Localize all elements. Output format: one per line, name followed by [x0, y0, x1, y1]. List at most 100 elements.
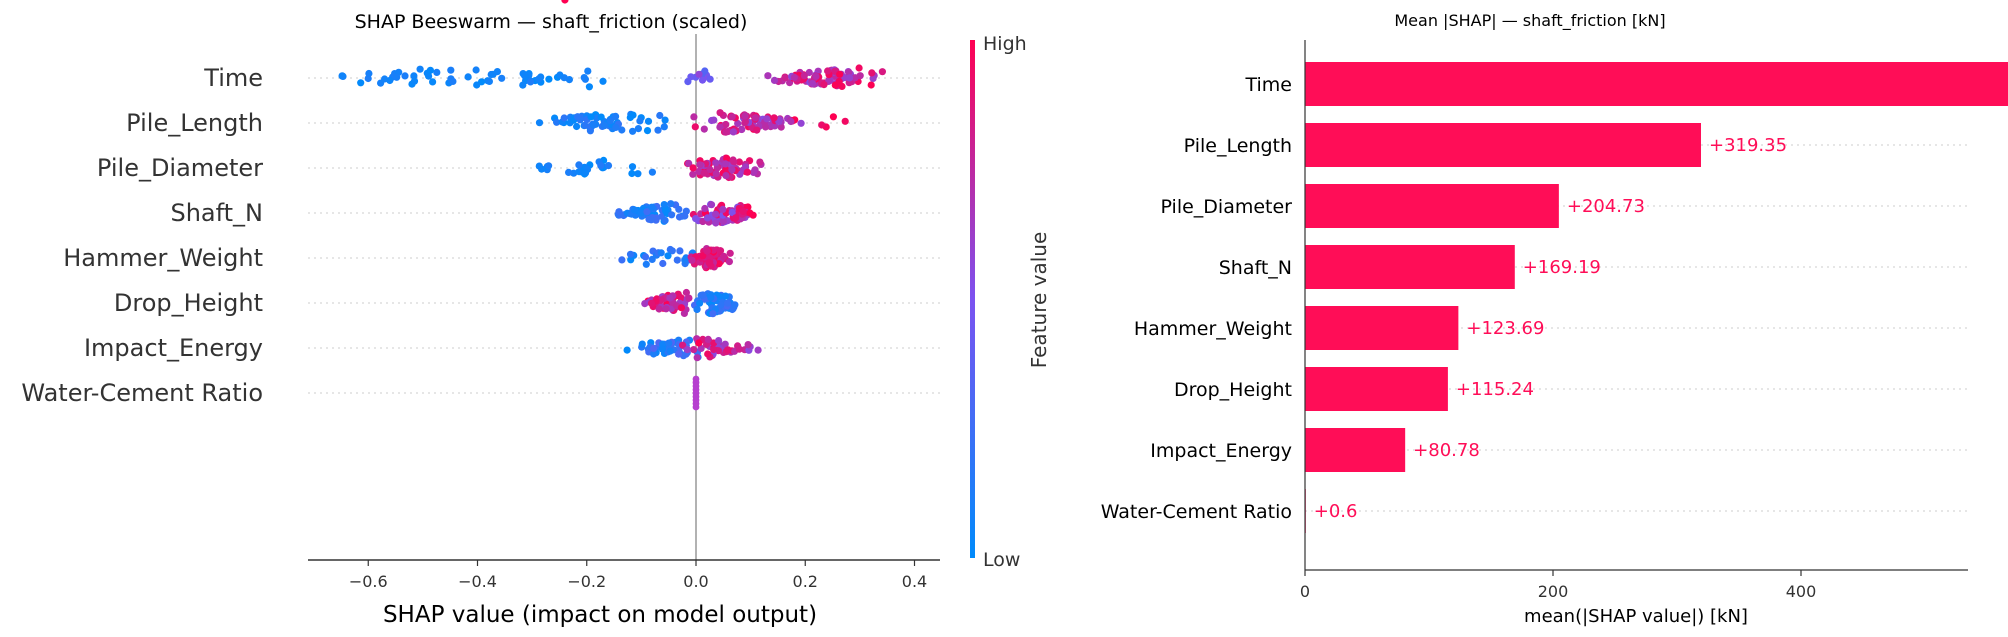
- beeswarm-dot: [855, 64, 863, 72]
- bar-drop-height: [1305, 367, 1448, 411]
- beeswarm-x-ticks: −0.6 −0.4 −0.2 0.0 0.2 0.4: [349, 560, 927, 591]
- beeswarm-dot: [761, 123, 770, 131]
- beeswarm-dot: [689, 170, 697, 178]
- beeswarm-dot: [561, 0, 569, 4]
- beeswarm-dot: [641, 253, 650, 261]
- beeswarm-dot: [690, 346, 698, 354]
- beeswarm-dot: [545, 75, 553, 83]
- beeswarm-dot: [683, 346, 692, 354]
- beeswarm-dot: [677, 304, 686, 312]
- colorbar: High Low Feature value: [970, 33, 1051, 571]
- beeswarm-dot: [657, 249, 665, 257]
- beeswarm-dot: [720, 252, 728, 260]
- beeswarm-dot: [756, 158, 764, 166]
- beeswarm-dot: [573, 122, 581, 131]
- beeswarm-dot: [754, 346, 762, 354]
- beeswarm-dot: [535, 75, 543, 83]
- beeswarm-dot: [716, 109, 724, 117]
- beeswarm-dot: [744, 341, 752, 349]
- beeswarm-dot: [729, 156, 737, 164]
- beeswarm-dot: [699, 252, 707, 260]
- beeswarm-dot: [634, 170, 642, 178]
- beeswarm-x-tick-label: −0.6: [349, 572, 388, 591]
- beeswarm-dot: [725, 258, 734, 266]
- beeswarm-x-tick-label: 0.0: [683, 572, 708, 591]
- bar-value-label-drop-height: +115.24: [1456, 379, 1534, 400]
- beeswarm-dot: [781, 74, 789, 82]
- bar-x-ticks: 02004006008001000: [1300, 570, 1816, 601]
- bar-impact-energy: [1305, 428, 1406, 472]
- beeswarm-dot: [585, 83, 594, 91]
- bar-label-hammer-weight: Hammer_Weight: [1134, 318, 1292, 340]
- beeswarm-dot: [797, 119, 805, 127]
- beeswarm-dot: [535, 119, 544, 127]
- beeswarm-x-tick-label: −0.4: [458, 572, 497, 591]
- beeswarm-dot: [676, 247, 684, 255]
- beeswarm-dot: [688, 256, 696, 264]
- beeswarm-dot: [724, 346, 732, 354]
- bar-label-water-cement-ratio: Water-Cement Ratio: [1101, 501, 1292, 523]
- bar-label-impact-energy: Impact_Energy: [1150, 440, 1292, 462]
- bar-value-label-impact-energy: +80.78: [1413, 440, 1480, 461]
- beeswarm-dot: [612, 123, 620, 131]
- beeswarm-dot: [601, 122, 609, 130]
- beeswarm-dot: [662, 207, 670, 215]
- beeswarm-dot: [643, 127, 652, 135]
- beeswarm-dot: [689, 164, 697, 172]
- beeswarm-dot: [618, 126, 626, 134]
- colorbar-high-label: High: [983, 33, 1027, 55]
- beeswarm-dot: [587, 113, 595, 121]
- beeswarm-dot: [723, 154, 731, 162]
- beeswarm-dot: [721, 160, 730, 168]
- beeswarm-dot: [739, 207, 747, 215]
- beeswarm-dot: [687, 73, 695, 81]
- beeswarm-dot: [741, 118, 750, 126]
- feature-label-pile-length: Pile_Length: [126, 109, 263, 137]
- beeswarm-dot: [628, 163, 637, 171]
- feature-label-impact-energy: Impact_Energy: [84, 334, 263, 362]
- bar-category-labels: Time Pile_Length Pile_Diameter Shaft_N Hamme…: [1101, 74, 1292, 523]
- colorbar-low-label: Low: [983, 549, 1020, 571]
- beeswarm-dot: [650, 344, 658, 352]
- beeswarm-dot: [787, 117, 795, 126]
- beeswarm-dot: [472, 66, 480, 74]
- beeswarm-dot: [581, 121, 589, 129]
- beeswarm-dot: [623, 346, 631, 354]
- beeswarm-dot: [661, 116, 669, 124]
- beeswarm-dot: [597, 162, 605, 170]
- beeswarm-dot: [719, 217, 727, 225]
- bar-value-label-hammer-weight: +123.69: [1466, 318, 1544, 339]
- beeswarm-dot: [584, 67, 592, 75]
- bar-pile-diameter: [1305, 184, 1559, 228]
- beeswarm-dot: [741, 112, 749, 120]
- beeswarm-dot: [626, 113, 634, 122]
- beeswarm-dot: [710, 116, 718, 124]
- beeswarm-gridlines: [308, 77, 940, 394]
- beeswarm-dot: [685, 159, 693, 167]
- beeswarm-dot: [597, 113, 605, 121]
- beeswarm-dot: [520, 71, 529, 80]
- beeswarm-dot: [575, 161, 583, 169]
- beeswarm-dot: [722, 128, 730, 136]
- beeswarm-dot: [701, 67, 709, 75]
- beeswarm-dot: [410, 72, 418, 80]
- beeswarm-dot: [724, 299, 732, 307]
- beeswarm-dot: [701, 204, 709, 213]
- beeswarm-dot: [729, 128, 738, 136]
- beeswarm-dot: [790, 73, 799, 81]
- beeswarm-dot: [581, 75, 590, 83]
- beeswarm-dot: [429, 78, 437, 86]
- bar-chart: Mean |SHAP| — shaft_friction [kN] Time Pi…: [1101, 11, 2008, 627]
- bar-label-time: Time: [1245, 74, 1293, 96]
- beeswarm-dot: [869, 74, 877, 82]
- beeswarm-dot: [695, 167, 703, 176]
- beeswarm-dot: [732, 214, 740, 222]
- beeswarm-dot: [668, 247, 676, 255]
- beeswarm-dot: [664, 252, 672, 260]
- bar-label-drop-height: Drop_Height: [1174, 379, 1292, 401]
- beeswarm-dot: [650, 350, 658, 358]
- beeswarm-chart: SHAP Beeswarm — shaft_friction (scaled) …: [21, 0, 940, 628]
- beeswarm-dot: [612, 112, 620, 120]
- beeswarm-dot: [749, 168, 758, 176]
- beeswarm-dot: [703, 214, 712, 222]
